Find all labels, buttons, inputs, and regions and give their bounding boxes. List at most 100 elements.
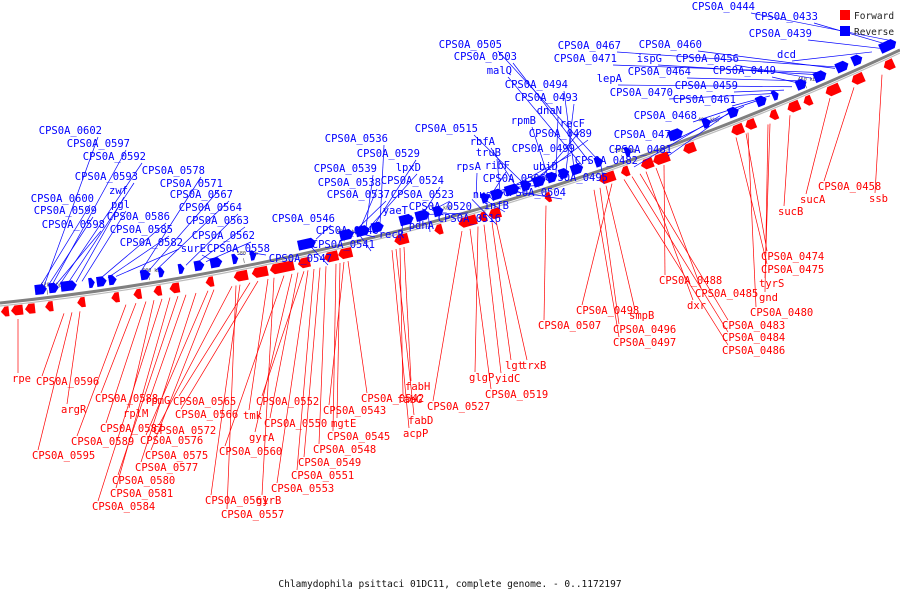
reverse-gene-label: CPS0A_0468: [634, 110, 697, 122]
gene-arrows: [0, 39, 897, 317]
reverse-gene-leader: [487, 194, 495, 202]
reverse-gene-label: CPS0A_0499: [512, 143, 575, 155]
forward-gene-leader: [261, 277, 275, 496]
reverse-gene-arrow: [557, 168, 570, 180]
legend-reverse-swatch: [840, 26, 850, 36]
legend-forward-swatch: [840, 10, 850, 20]
reverse-gene-label: yaeT: [383, 205, 409, 217]
reverse-gene-leader: [315, 224, 332, 240]
forward-gene-leader: [178, 282, 251, 397]
forward-gene-label: CPS0A_0595: [32, 450, 95, 462]
reverse-gene-label: CPS0A_0461: [673, 94, 736, 106]
reverse-gene-leader: [733, 89, 785, 93]
reverse-gene-label: surE: [181, 243, 206, 255]
forward-gene-arrow: [0, 306, 10, 317]
label-leader-lines: [17, 12, 896, 510]
forward-gene-leader: [645, 171, 694, 301]
reverse-gene-arrow: [139, 269, 151, 281]
reverse-gene-leader: [305, 241, 329, 266]
reverse-gene-label: dnaN: [537, 105, 562, 117]
reverse-gene-leader: [67, 182, 135, 284]
reverse-gene-label: CPS0A_0516: [438, 213, 501, 225]
reverse-gene-label: CPS0A_0538: [318, 177, 381, 189]
forward-gene-arrow: [434, 223, 444, 235]
scale-tick-mark: [46, 289, 48, 295]
forward-gene-leader: [663, 165, 666, 276]
reverse-gene-label: CPS0A_0536: [325, 133, 388, 145]
reverse-gene-leader: [731, 95, 771, 107]
forward-gene-label: CPS0A_0560: [219, 446, 282, 458]
forward-gene-arrow: [883, 58, 896, 71]
reverse-gene-arrow: [34, 284, 47, 295]
forward-gene-label: CPS0A_0572: [153, 425, 216, 437]
forward-gene-leader: [145, 290, 209, 436]
reverse-gene-leader: [423, 186, 441, 213]
forward-gene-leader: [483, 224, 502, 374]
forward-gene-arrow: [338, 247, 354, 260]
forward-gene-label: CPS0A_0596: [36, 376, 99, 388]
reverse-gene-label: zwf: [109, 185, 128, 197]
reverse-gene-arrow: [354, 225, 370, 238]
reverse-gene-leader: [563, 90, 575, 169]
forward-gene-leader: [655, 167, 702, 289]
reverse-gene-arrow: [177, 263, 185, 275]
reverse-gene-leader: [115, 248, 180, 277]
reverse-gene-label: CPS0A_0563: [186, 215, 249, 227]
forward-gene-label: CPS0A_0480: [750, 307, 813, 319]
forward-gene-label: CPS0A_0543: [323, 405, 386, 417]
reverse-gene-arrow: [209, 257, 223, 269]
reverse-gene-label: pgl: [111, 199, 130, 211]
forward-gene-label: lgt: [505, 360, 524, 372]
forward-gene-label: mgtE: [331, 418, 356, 430]
forward-gene-label: ssb: [869, 193, 888, 205]
reverse-gene-label: lpxD: [396, 162, 421, 174]
forward-gene-label: smpB: [629, 310, 654, 322]
reverse-gene-label: CPS0A_0449: [713, 65, 776, 77]
reverse-gene-leader: [503, 189, 563, 200]
reverse-gene-label: CPS0A_0547: [269, 253, 332, 265]
reverse-gene-label: CPS0A_0582: [120, 237, 183, 249]
forward-gene-label: rpe: [12, 373, 31, 385]
forward-gene-leader: [100, 302, 137, 394]
forward-gene-label: CPS0A_0550: [264, 418, 327, 430]
reverse-gene-arrow: [754, 95, 767, 108]
forward-gene-label: CPS0A_0548: [313, 444, 376, 456]
reverse-gene-label: CPS0A_0564: [179, 202, 242, 214]
reverse-gene-arrow: [398, 213, 414, 227]
reverse-gene-label: CPS0A_0529: [357, 148, 420, 160]
forward-gene-leader: [254, 273, 293, 433]
forward-gene-leader: [639, 173, 729, 321]
reverse-gene-arrow: [60, 280, 77, 292]
forward-gene-label: CPS0A_0527: [427, 401, 490, 413]
reverse-gene-label: CPS0A_0520: [409, 201, 472, 213]
reverse-gene-label: truB: [476, 147, 501, 159]
forward-gene-leader: [543, 205, 547, 321]
reverse-gene-label: CPS0A_0493: [515, 92, 578, 104]
forward-gene-leader: [631, 176, 729, 333]
forward-gene-label: CPS0A_0486: [722, 345, 785, 357]
reverse-gene-label: CPS0A_0539: [314, 163, 377, 175]
reverse-gene-label: CPS0A_0571: [160, 178, 223, 190]
forward-gene-arrow: [653, 151, 671, 165]
reverse-gene-label: CPS0A_0546: [272, 213, 335, 225]
forward-gene-arrow: [787, 99, 802, 113]
reverse-gene-leader: [692, 98, 763, 123]
reverse-gene-label: CPS0A_0476: [614, 129, 677, 141]
gene-labels: CPS0A_0444CPS0A_0433CPS0A_0439dcdCPS0A_0…: [12, 1, 888, 521]
reverse-gene-leader: [668, 93, 777, 100]
reverse-gene-label: rbfA: [470, 136, 496, 148]
reverse-gene-label: CPS0A_0494: [505, 79, 568, 91]
reverse-gene-leader: [657, 64, 821, 76]
forward-gene-leader: [41, 313, 65, 377]
forward-gene-leader: [150, 294, 187, 396]
forward-gene-leader: [37, 312, 73, 451]
forward-gene-label: CPS0A_0497: [613, 337, 676, 349]
reverse-gene-leader: [507, 154, 572, 190]
forward-gene-label: rpmG: [145, 395, 170, 407]
forward-gene-arrow: [803, 94, 814, 106]
forward-gene-leader: [623, 179, 729, 346]
forward-gene-arrow: [153, 285, 163, 296]
reverse-gene-label: CPS0A_0456: [676, 53, 739, 65]
legend: Forward Reverse: [840, 10, 894, 38]
reverse-gene-arrow: [88, 277, 95, 289]
